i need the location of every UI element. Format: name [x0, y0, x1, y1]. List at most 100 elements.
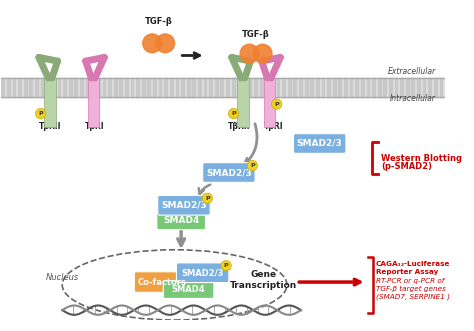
Circle shape	[202, 193, 212, 204]
Bar	[260, 78, 263, 97]
Bar	[1, 78, 445, 97]
Bar	[248, 78, 251, 97]
Circle shape	[221, 260, 231, 271]
Bar	[35, 78, 38, 97]
Bar	[192, 78, 195, 97]
Circle shape	[240, 44, 259, 63]
Text: SMAD4: SMAD4	[163, 216, 200, 225]
FancyBboxPatch shape	[158, 196, 210, 215]
Bar	[175, 78, 178, 97]
Bar	[265, 78, 268, 97]
Bar	[293, 78, 296, 97]
Bar	[136, 78, 139, 97]
Text: TGF-β target genes: TGF-β target genes	[376, 286, 446, 292]
Bar	[114, 78, 117, 97]
Bar	[13, 78, 16, 97]
Bar	[237, 78, 248, 127]
Text: P: P	[205, 196, 210, 201]
Bar	[310, 78, 313, 97]
Bar	[439, 78, 442, 97]
Text: SMAD2/3: SMAD2/3	[182, 268, 224, 277]
Text: Nucleus: Nucleus	[46, 273, 79, 282]
Bar	[282, 78, 285, 97]
FancyBboxPatch shape	[134, 272, 191, 292]
Bar	[159, 78, 162, 97]
Text: TβRII: TβRII	[228, 122, 250, 131]
Bar	[102, 78, 105, 97]
Text: TβRI: TβRI	[264, 122, 283, 131]
Bar	[406, 78, 409, 97]
Circle shape	[272, 99, 282, 109]
Circle shape	[228, 108, 239, 119]
Bar	[187, 78, 190, 97]
Bar	[80, 78, 83, 97]
Text: SMAD2/3: SMAD2/3	[297, 139, 343, 148]
Bar	[220, 78, 223, 97]
Bar	[271, 78, 274, 97]
Bar	[119, 78, 122, 97]
FancyBboxPatch shape	[293, 134, 346, 153]
Bar	[264, 78, 275, 127]
Bar	[130, 78, 133, 97]
FancyBboxPatch shape	[157, 211, 206, 230]
Bar	[57, 78, 60, 97]
Bar	[41, 78, 44, 97]
Bar	[389, 78, 392, 97]
Circle shape	[143, 34, 162, 53]
Bar	[423, 78, 426, 97]
Bar	[74, 78, 77, 97]
Bar	[344, 78, 347, 97]
Bar	[411, 78, 414, 97]
Bar	[1, 78, 4, 97]
Text: P: P	[38, 111, 43, 116]
Text: SMAD4: SMAD4	[172, 285, 205, 294]
Bar	[350, 78, 353, 97]
Bar	[417, 78, 420, 97]
Text: P: P	[231, 111, 236, 116]
Bar	[305, 78, 308, 97]
Text: TGF-β: TGF-β	[145, 17, 173, 26]
Bar	[394, 78, 397, 97]
Bar	[69, 78, 72, 97]
Bar	[316, 78, 319, 97]
Circle shape	[247, 160, 257, 171]
Text: (p-SMAD2): (p-SMAD2)	[382, 162, 432, 171]
Text: P: P	[274, 102, 279, 107]
Bar	[63, 78, 66, 97]
Text: Reporter Assay: Reporter Assay	[376, 269, 438, 275]
Bar	[88, 78, 99, 127]
Bar	[288, 78, 291, 97]
Text: TGF-β: TGF-β	[242, 30, 270, 39]
Circle shape	[156, 34, 174, 53]
Bar	[277, 78, 280, 97]
Bar	[153, 78, 156, 97]
Bar	[215, 78, 218, 97]
Text: Western Blotting: Western Blotting	[382, 154, 463, 163]
Bar	[366, 78, 369, 97]
Text: Extracellular: Extracellular	[388, 67, 436, 76]
Circle shape	[36, 108, 46, 119]
Text: RT-PCR or q-PCR of: RT-PCR or q-PCR of	[376, 278, 444, 284]
Text: Co-factors: Co-factors	[138, 278, 187, 287]
Bar	[434, 78, 437, 97]
Bar	[321, 78, 324, 97]
Text: Intracellular: Intracellular	[390, 94, 436, 103]
Text: TβRII: TβRII	[39, 122, 61, 131]
Bar	[29, 78, 32, 97]
Bar	[52, 78, 55, 97]
Bar	[142, 78, 145, 97]
Bar	[97, 78, 100, 97]
Bar	[378, 78, 381, 97]
Text: TβRI: TβRI	[85, 122, 105, 131]
Bar	[209, 78, 212, 97]
Text: Gene: Gene	[250, 270, 277, 279]
Bar	[45, 78, 55, 127]
Bar	[428, 78, 431, 97]
Bar	[18, 78, 21, 97]
Bar	[147, 78, 150, 97]
Bar	[356, 78, 358, 97]
Bar	[383, 78, 386, 97]
Bar	[243, 78, 246, 97]
Text: SMAD2/3: SMAD2/3	[161, 201, 207, 210]
Bar	[170, 78, 173, 97]
